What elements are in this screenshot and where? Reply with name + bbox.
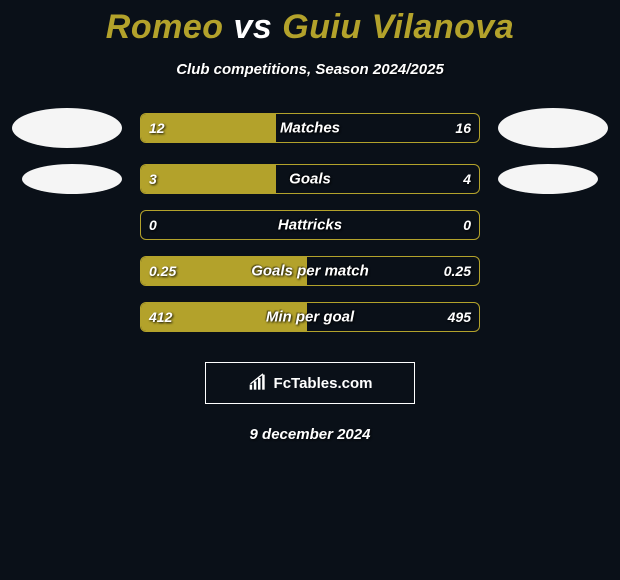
- stat-row: 0.25 Goals per match 0.25: [0, 256, 620, 286]
- bar-chart-icon: [248, 373, 268, 393]
- stat-left-value: 412: [149, 309, 172, 325]
- stat-label: Goals: [289, 171, 331, 188]
- stat-right-value: 16: [455, 120, 471, 136]
- stat-left-value: 0: [149, 217, 157, 233]
- stat-bar-fill: [141, 165, 276, 193]
- date-text: 9 december 2024: [0, 426, 620, 443]
- stat-bar: 12 Matches 16: [140, 113, 480, 143]
- player2-name: Guiu Vilanova: [282, 8, 514, 46]
- stat-bar: 412 Min per goal 495: [140, 302, 480, 332]
- stat-right-value: 495: [448, 309, 471, 325]
- stat-left-value: 12: [149, 120, 165, 136]
- stat-row: 3 Goals 4: [0, 164, 620, 194]
- subtitle: Club competitions, Season 2024/2025: [0, 61, 620, 78]
- stat-right-value: 0: [463, 217, 471, 233]
- stat-row: 412 Min per goal 495: [0, 302, 620, 332]
- stat-bar: 3 Goals 4: [140, 164, 480, 194]
- stat-right-value: 4: [463, 171, 471, 187]
- stat-label: Hattricks: [278, 217, 342, 234]
- stat-bar: 0 Hattricks 0: [140, 210, 480, 240]
- player1-badge: [12, 108, 122, 148]
- player2-badge: [498, 164, 598, 194]
- stat-label: Min per goal: [266, 309, 354, 326]
- stat-row: 0 Hattricks 0: [0, 210, 620, 240]
- stat-left-value: 3: [149, 171, 157, 187]
- comparison-title: Romeo vs Guiu Vilanova: [0, 0, 620, 47]
- player1-name: Romeo: [106, 8, 224, 46]
- stat-left-value: 0.25: [149, 263, 176, 279]
- vs-separator: vs: [233, 8, 272, 46]
- stat-bar: 0.25 Goals per match 0.25: [140, 256, 480, 286]
- brand-text: FcTables.com: [274, 375, 373, 392]
- player2-badge: [498, 108, 608, 148]
- player1-badge: [22, 164, 122, 194]
- stat-label: Goals per match: [251, 263, 369, 280]
- stat-right-value: 0.25: [444, 263, 471, 279]
- stat-row: 12 Matches 16: [0, 108, 620, 148]
- brand-box: FcTables.com: [205, 362, 415, 404]
- stat-label: Matches: [280, 120, 340, 137]
- stats-rows: 12 Matches 16 3 Goals 4 0 Hattricks 0 0.25 Goals p…: [0, 108, 620, 332]
